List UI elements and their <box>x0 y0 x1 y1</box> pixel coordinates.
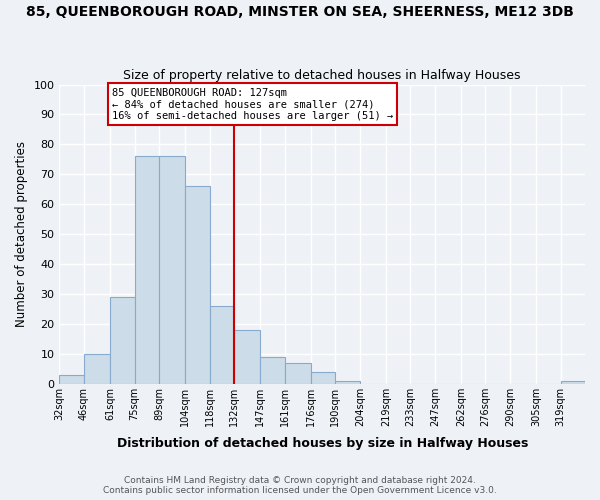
Bar <box>335 380 360 384</box>
Bar <box>311 372 335 384</box>
Bar <box>260 357 284 384</box>
Bar <box>59 375 84 384</box>
Text: 85 QUEENBOROUGH ROAD: 127sqm
← 84% of detached houses are smaller (274)
16% of s: 85 QUEENBOROUGH ROAD: 127sqm ← 84% of de… <box>112 88 393 120</box>
Bar <box>185 186 209 384</box>
X-axis label: Distribution of detached houses by size in Halfway Houses: Distribution of detached houses by size … <box>116 437 528 450</box>
Bar <box>284 363 311 384</box>
Text: 85, QUEENBOROUGH ROAD, MINSTER ON SEA, SHEERNESS, ME12 3DB: 85, QUEENBOROUGH ROAD, MINSTER ON SEA, S… <box>26 5 574 19</box>
Bar <box>84 354 110 384</box>
Bar <box>560 380 585 384</box>
Bar <box>209 306 234 384</box>
Bar <box>159 156 185 384</box>
Y-axis label: Number of detached properties: Number of detached properties <box>15 141 28 327</box>
Bar <box>134 156 159 384</box>
Bar <box>234 330 260 384</box>
Title: Size of property relative to detached houses in Halfway Houses: Size of property relative to detached ho… <box>124 69 521 82</box>
Text: Contains HM Land Registry data © Crown copyright and database right 2024.
Contai: Contains HM Land Registry data © Crown c… <box>103 476 497 495</box>
Bar <box>110 297 134 384</box>
